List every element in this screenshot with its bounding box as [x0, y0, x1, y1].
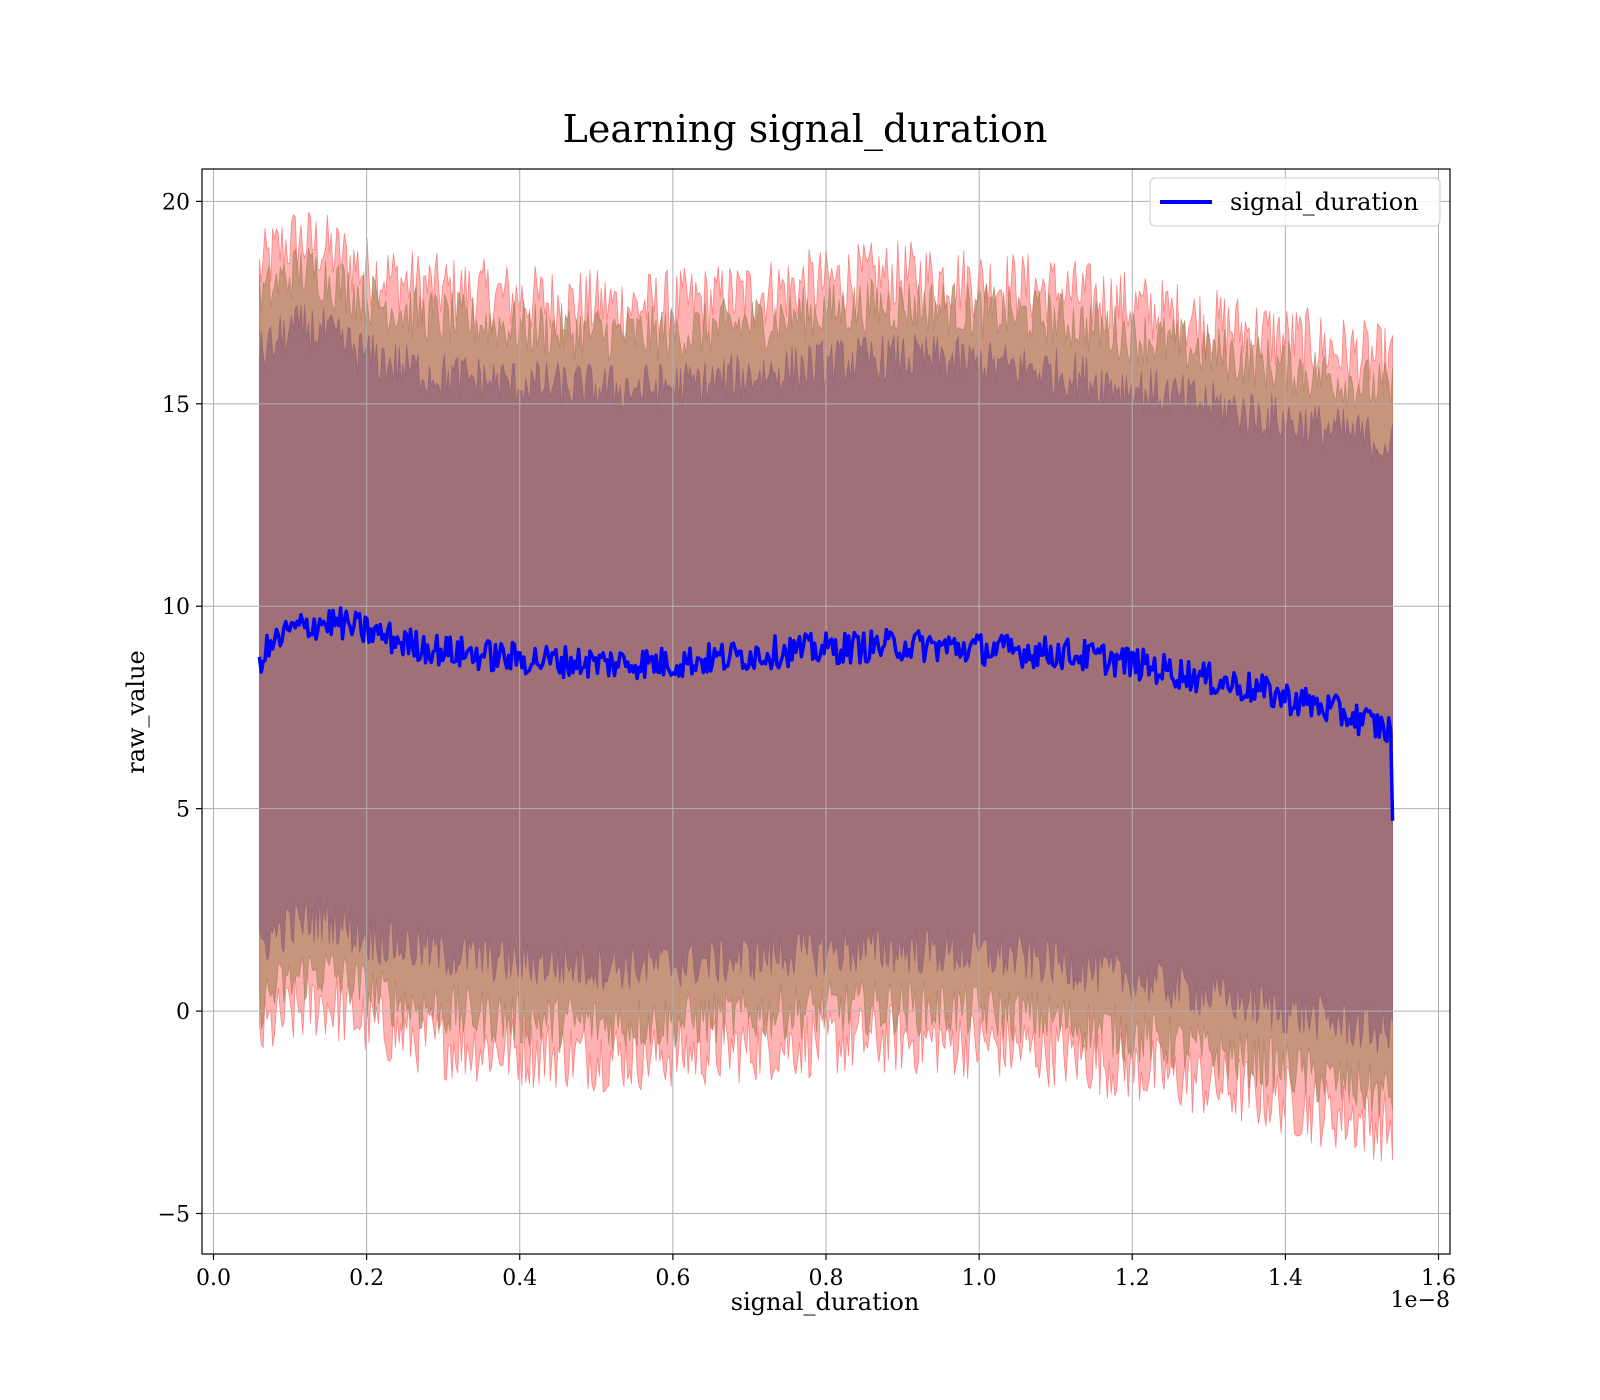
y-tick-label: 5 — [176, 798, 190, 823]
x-tick-label: 1.6 — [1421, 1266, 1456, 1291]
x-tick-label: 0.8 — [809, 1266, 844, 1291]
y-tick-label: 15 — [162, 393, 190, 418]
legend-box — [1149, 177, 1441, 227]
legend: signal_duration — [1149, 177, 1441, 227]
x-axis-label: signal_duration — [731, 1288, 920, 1316]
y-axis-ticks: −5 0 5 10 15 20 — [158, 190, 202, 1228]
y-tick-label: 10 — [162, 595, 190, 620]
x-tick-label: 0.6 — [655, 1266, 690, 1291]
chart-title: Learning signal_duration — [563, 107, 1048, 152]
grid — [202, 169, 1450, 1254]
x-tick-label: 1.4 — [1268, 1266, 1303, 1291]
x-tick-label: 0.2 — [349, 1266, 384, 1291]
x-tick-label: 1.2 — [1115, 1266, 1150, 1291]
series-line-signal-duration — [257, 606, 1395, 821]
x-axis-ticks: 0.0 0.2 0.4 0.6 0.8 1.0 1.2 1.4 1.6 — [196, 1254, 1456, 1291]
y-axis-label: raw_value — [122, 650, 150, 774]
x-tick-label: 0.4 — [502, 1266, 537, 1291]
x-axis-offset-label: 1e−8 — [1391, 1288, 1450, 1313]
x-tick-label: 1.0 — [962, 1266, 997, 1291]
y-tick-label: −5 — [158, 1203, 190, 1228]
legend-label-signal-duration: signal_duration — [1230, 188, 1419, 216]
y-tick-label: 20 — [162, 190, 190, 215]
series-layer — [257, 606, 1395, 821]
y-tick-label: 0 — [176, 1000, 190, 1025]
x-tick-label: 0.0 — [196, 1266, 231, 1291]
